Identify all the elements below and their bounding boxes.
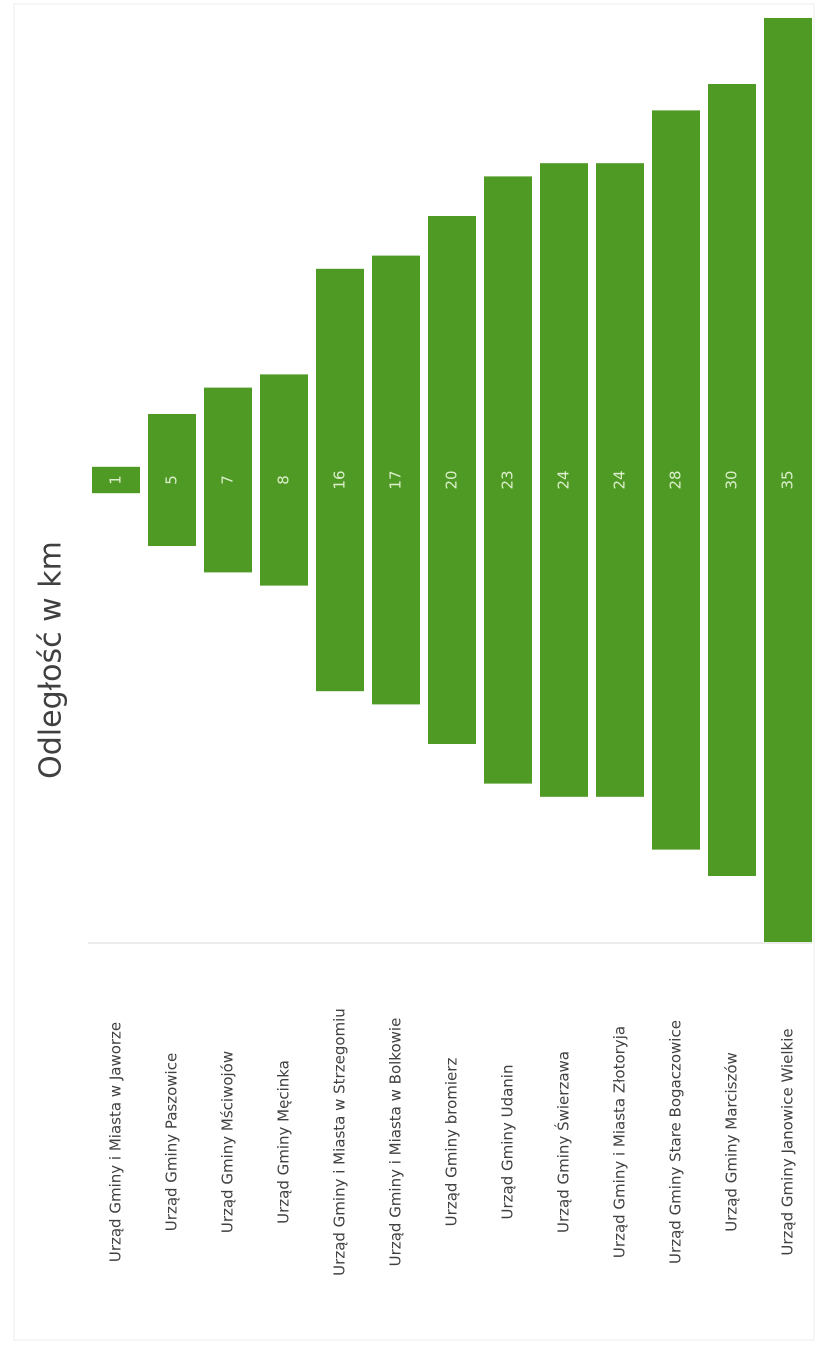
value-label: 35 [779,470,797,489]
bar [260,374,308,586]
bar [708,84,756,876]
bar [428,216,476,744]
bar [204,387,252,573]
chart-frame [13,3,815,1341]
category-label: Urząd Gminy Męcinka [275,1060,293,1224]
bar [372,255,420,705]
category-label: Urząd Gminy Stare Bogaczowice [667,1020,685,1264]
value-label: 16 [331,470,349,489]
bar [764,18,812,942]
category-label: Urząd Gminy bromierz [443,1058,461,1227]
bar [148,414,196,546]
value-label: 1 [107,475,125,485]
value-label: 7 [219,475,237,485]
value-label: 17 [387,470,405,489]
bar [596,163,644,797]
value-label: 24 [611,470,629,489]
bar [484,176,532,784]
category-label: Urząd Gminy Świerzawa [554,1051,573,1233]
category-label: Urząd Gminy i Miasta w Bolkowie [387,1018,405,1267]
bar [316,268,364,692]
value-label: 8 [275,475,293,485]
category-label: Urząd Gminy Janowice Wielkie [779,1028,797,1255]
category-label: Urząd Gminy Mściwojów [219,1051,237,1233]
category-label: Urząd Gminy i Miasta w Strzegomiu [331,1008,349,1276]
chart-title: Odległość w km [34,541,69,779]
category-label: Urząd Gminy i Miasta Złotoryja [611,1026,629,1258]
value-label: 23 [499,470,517,489]
category-label: Urząd Gminy i Miasta w Jaworze [107,1022,125,1262]
category-label: Urząd Gminy Marciszów [723,1052,741,1232]
value-label: 28 [667,470,685,489]
bar [92,466,140,494]
value-label: 5 [163,475,181,485]
value-label: 20 [443,470,461,489]
value-label: 30 [723,470,741,489]
bar [652,110,700,850]
bar [540,163,588,797]
value-label: 24 [555,470,573,489]
category-label: Urząd Gminy Paszowice [163,1053,181,1231]
category-label: Urząd Gminy Udanin [499,1065,517,1220]
